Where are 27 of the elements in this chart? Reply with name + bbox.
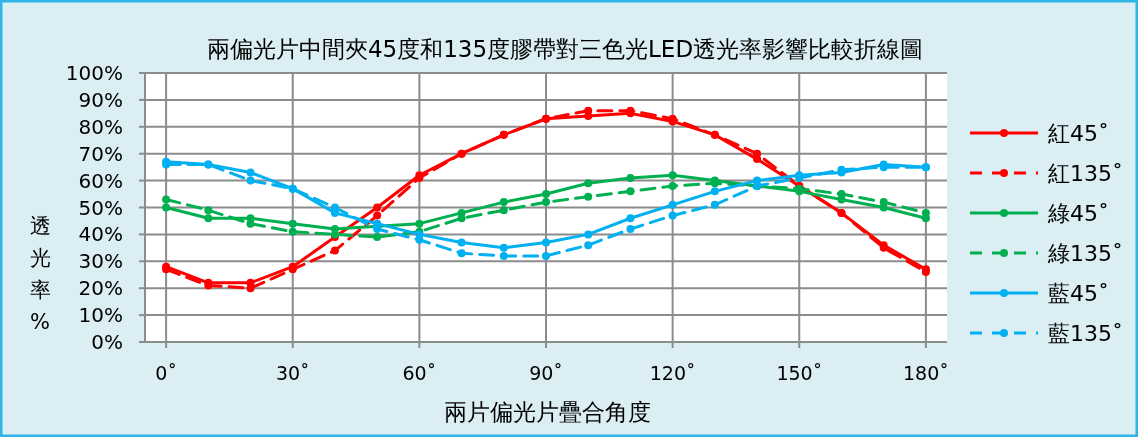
x-tick-label: 120˚ — [649, 362, 696, 384]
x-tick-label: 60˚ — [402, 362, 437, 384]
legend-label: 紅135˚ — [1048, 161, 1123, 186]
x-tick-label: 0˚ — [155, 362, 177, 384]
y-tick-label: 80% — [78, 114, 123, 139]
y-tick-label: 40% — [78, 222, 123, 247]
legend-label: 紅45˚ — [1048, 121, 1109, 146]
y-axis-title: 透光率% — [29, 214, 51, 334]
legend-label: 綠45˚ — [1047, 201, 1109, 226]
legend-label: 藍135˚ — [1048, 321, 1123, 346]
x-tick-label: 90˚ — [529, 362, 563, 384]
x-tick-label: 180˚ — [903, 362, 949, 384]
y-tick-label: 70% — [78, 141, 123, 166]
y-tick-label: 60% — [78, 168, 123, 193]
x-tick-label: 150˚ — [776, 362, 823, 384]
legend-label: 藍45˚ — [1048, 281, 1109, 306]
y-tick-label: 100% — [65, 61, 123, 85]
y-tick-label: 90% — [78, 87, 123, 112]
chart-title: 兩偏光片中間夾45度和135度膠帶對三色光LED透光率影響比較折線圖 — [206, 36, 924, 62]
y-tick-label: 50% — [78, 195, 123, 220]
x-axis-title: 兩片偏光片疊合角度 — [443, 399, 651, 425]
y-tick-label: 20% — [78, 276, 123, 301]
y-tick-label: 30% — [78, 249, 123, 274]
legend-label: 綠135˚ — [1047, 241, 1123, 266]
y-tick-label: 10% — [78, 303, 123, 328]
x-tick-label: 30˚ — [275, 362, 310, 384]
y-tick-label: 0% — [91, 330, 123, 354]
